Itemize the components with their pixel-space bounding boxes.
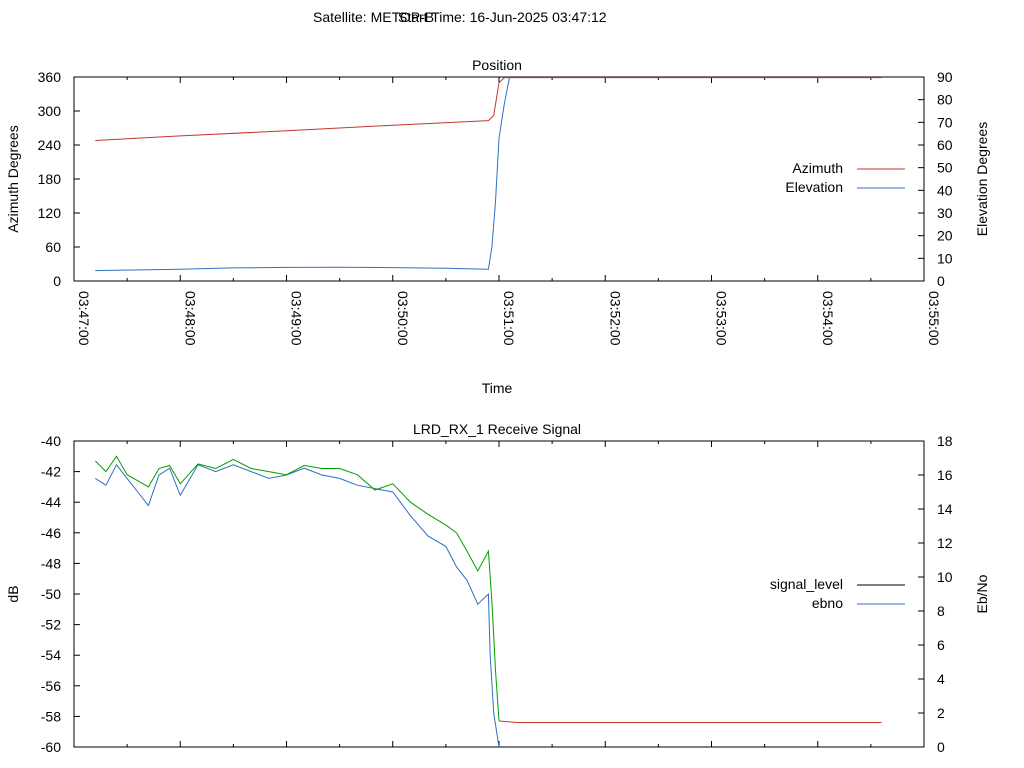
signal-y2-tick-label: 10 [937, 569, 953, 585]
signal-plot-frame [73, 440, 925, 748]
signal-y-tick-label: -46 [41, 525, 61, 541]
position-chart-title: Position [472, 57, 522, 73]
signal-y2-tick-label: 12 [937, 535, 953, 551]
series-line-elevation [95, 76, 511, 272]
position-y2-tick-label: 90 [937, 69, 953, 85]
signal-y2-tick-label: 18 [937, 433, 953, 449]
signal-y-tick-label: -58 [41, 708, 61, 724]
position-y2-tick-label: 0 [937, 273, 945, 289]
position-y2-tick-label: 20 [937, 228, 953, 244]
satellite-label: Satellite: METOP-B [313, 9, 434, 25]
signal-y-tick-label: -60 [41, 739, 61, 755]
position-x-tick-label: 03:52:00 [607, 291, 623, 346]
signal-y-tick-label: -54 [41, 647, 61, 663]
receive-signal-chart: LRD_RX_1 Receive Signal dB Eb/No -40 -42 -… [5, 421, 990, 755]
position-y2-tick-label: 30 [937, 205, 953, 221]
position-x-tick-label: 03:49:00 [289, 291, 305, 346]
series-line-ebno [95, 463, 500, 748]
signal-y2-tick-label: 8 [937, 603, 945, 619]
series-line-signal-level [94, 455, 500, 722]
legend-label-ebno: ebno [812, 595, 843, 611]
start-time-label: Start Time: 16-Jun-2025 03:47:12 [398, 9, 607, 25]
position-x-tick-label: 03:50:00 [395, 291, 411, 346]
position-y2-tick-label: 10 [937, 250, 953, 266]
position-chart: Position Time Azimuth Degrees Elevation … [5, 57, 990, 396]
signal-y2-tick-label: 14 [937, 501, 953, 517]
signal-y-tick-label: -44 [41, 494, 61, 510]
position-y-tick-label: 60 [45, 239, 61, 255]
legend-label-signal-level: signal_level [770, 576, 843, 592]
signal-legend: signal_level ebno [770, 576, 905, 611]
legend-label-azimuth: Azimuth [792, 160, 843, 176]
signal-y2-tick-label: 0 [937, 739, 945, 755]
position-y2-tick-label: 80 [937, 92, 953, 108]
signal-y-tick-label: -50 [41, 586, 61, 602]
signal-y2-axis-label: Eb/No [974, 574, 990, 613]
position-y2-tick-label: 60 [937, 137, 953, 153]
signal-y-tick-label: -42 [41, 464, 61, 480]
position-y2-axis-label: Elevation Degrees [974, 122, 990, 236]
position-y-tick-label: 300 [38, 103, 62, 119]
series-line-signal-level-tail [498, 720, 882, 723]
signal-y2-tick-label: 16 [937, 467, 953, 483]
position-x-tick-label: 03:47:00 [76, 291, 92, 346]
position-x-tick-label: 03:51:00 [501, 291, 517, 346]
position-x-axis-label: Time [482, 380, 513, 396]
legend-label-elevation: Elevation [785, 179, 843, 195]
position-x-tick-label: 03:55:00 [926, 291, 942, 346]
signal-y-tick-label: -40 [41, 433, 61, 449]
position-y-tick-label: 360 [38, 69, 62, 85]
position-x-tick-label: 03:48:00 [182, 291, 198, 346]
position-y-axis-label: Azimuth Degrees [5, 125, 21, 232]
signal-y-tick-label: -48 [41, 555, 61, 571]
position-legend: Azimuth Elevation [785, 160, 905, 195]
series-line-azimuth [95, 77, 882, 141]
signal-y2-tick-label: 2 [937, 705, 945, 721]
position-y2-tick-label: 40 [937, 182, 953, 198]
signal-y2-tick-label: 4 [937, 671, 945, 687]
signal-chart-title: LRD_RX_1 Receive Signal [413, 421, 581, 437]
signal-y-tick-label: -52 [41, 617, 61, 633]
position-y-tick-label: 0 [53, 273, 61, 289]
position-y2-tick-label: 50 [937, 160, 953, 176]
signal-y2-tick-label: 6 [937, 637, 945, 653]
signal-y-tick-label: -56 [41, 678, 61, 694]
position-y-tick-label: 240 [38, 137, 62, 153]
position-y-tick-label: 180 [38, 171, 62, 187]
position-x-tick-label: 03:54:00 [820, 291, 836, 346]
position-x-tick-label: 03:53:00 [714, 291, 730, 346]
position-y-tick-label: 120 [38, 205, 62, 221]
signal-y-axis-label: dB [5, 585, 21, 602]
position-y2-tick-label: 70 [937, 114, 953, 130]
